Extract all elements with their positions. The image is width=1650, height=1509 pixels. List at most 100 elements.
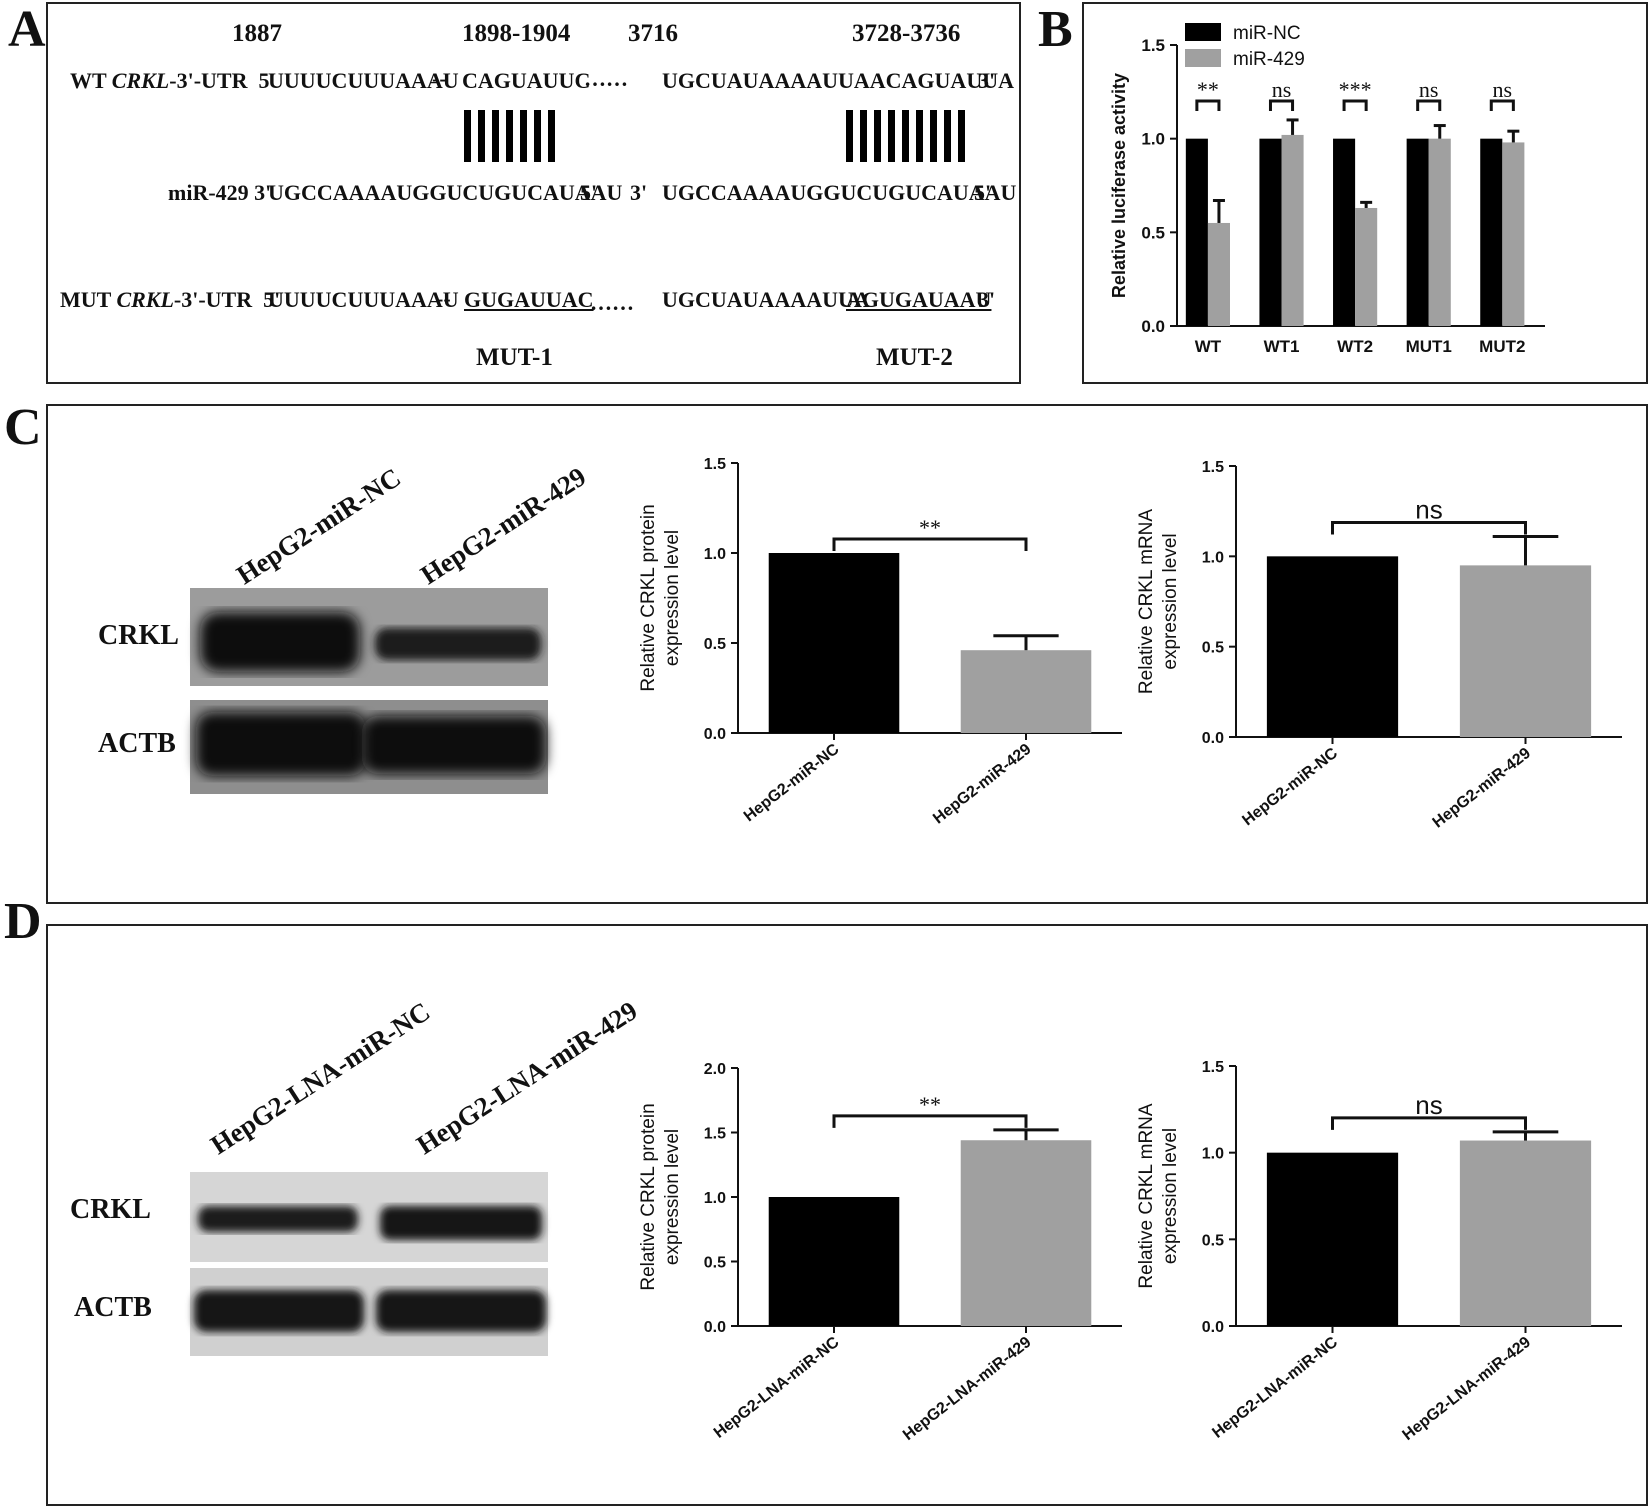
- mut-1-label: MUT-1: [476, 344, 553, 371]
- y-tick-label: 2.0: [704, 1061, 726, 1078]
- x-tick-label: HepG2-LNA-miR-NC: [711, 1333, 843, 1441]
- chart-d1: 0.0 0.5 1.0 1.5 2.0 Relative CRKL protein expr…: [638, 1061, 1122, 1444]
- mir429-seq-1: UGCCAAAAUGGUCUGUCAUAAU: [268, 180, 623, 205]
- significance-bracket: [1342, 99, 1368, 111]
- y-tick-label: 1.0: [1202, 1146, 1224, 1163]
- mut-site-1: GUGAUUAC: [464, 287, 594, 312]
- y-tick-label: 1.5: [704, 456, 726, 473]
- x-tick-label: WT2: [1337, 337, 1373, 356]
- panel-a-frame: [46, 2, 1021, 384]
- wt-seq-2: UGCUAUAAAAUUAACAGUAUUA: [662, 68, 1014, 93]
- x-tick-label: WT: [1195, 337, 1222, 356]
- x-tick-label: HepG2-LNA-miR-429: [900, 1334, 1035, 1444]
- x-tick-label: HepG2-LNA-miR-NC: [1209, 1333, 1341, 1441]
- y-axis-label-line: expression level: [662, 1129, 683, 1265]
- significance-label: ns: [1419, 77, 1439, 102]
- y-axis-label: Relative luciferase activity: [1109, 73, 1129, 298]
- mut-seq-2: UGCUAUAAAAUUA: [662, 287, 870, 312]
- position-1887: 1887: [232, 20, 282, 47]
- bar: [768, 553, 900, 733]
- x-tick-label: HepG2-miR-429: [1430, 745, 1534, 832]
- bar: [960, 650, 1092, 733]
- panel-letter-d: D: [4, 893, 42, 950]
- legend-label: miR-429: [1233, 49, 1305, 70]
- significance-bracket: [1416, 99, 1442, 111]
- panel-b-frame: [1082, 2, 1648, 384]
- y-tick-label: 0.5: [1202, 640, 1224, 657]
- panel-c-frame: [46, 404, 1648, 904]
- wt-dots: ……: [584, 66, 628, 91]
- position-3728-3736: 3728-3736: [852, 20, 961, 47]
- mut-gene-name: CRKL: [116, 287, 174, 312]
- bar: [1459, 1140, 1592, 1326]
- significance-bracket: [1331, 1116, 1527, 1130]
- y-axis-label-line: expression level: [662, 530, 683, 666]
- x-tick-label: HepG2-LNA-miR-429: [1399, 1334, 1534, 1444]
- legend-label: miR-NC: [1233, 23, 1301, 44]
- y-tick-label: 1.5: [704, 1126, 726, 1143]
- y-tick-label: 0.0: [1141, 317, 1165, 336]
- wt-dash: --: [432, 66, 453, 91]
- wt-site-1: CAGUAUUC: [462, 68, 591, 93]
- chart-c2: 0.0 0.5 1.0 1.5 Relative CRKL mRNA expression…: [1136, 459, 1622, 832]
- y-tick-label: 0.0: [1202, 1319, 1224, 1336]
- y-tick-label: 1.0: [704, 1190, 726, 1207]
- bar-mir-429: [1502, 142, 1525, 326]
- significance-bracket: [832, 1114, 1028, 1128]
- panel-letter-b: B: [1038, 1, 1073, 58]
- y-tick-label: 1.0: [1141, 130, 1165, 149]
- y-axis-label-line: Relative CRKL protein: [638, 1103, 659, 1290]
- y-tick-label: 1.5: [1202, 459, 1224, 476]
- significance-label: ns: [1493, 77, 1513, 102]
- panel-letter-a: A: [8, 1, 46, 58]
- y-tick-label: 0.5: [1202, 1232, 1224, 1249]
- y-axis-label-line: Relative CRKL mRNA: [1136, 1103, 1157, 1288]
- y-axis-label-line: Relative CRKL protein: [638, 504, 659, 691]
- mir429-5prime-1: 5': [580, 180, 598, 205]
- bar-mir-429: [1207, 222, 1230, 326]
- chart-d2: 0.0 0.5 1.0 1.5 Relative CRKL mRNA expression…: [1136, 1059, 1622, 1444]
- y-tick-label: 0.5: [704, 636, 726, 653]
- x-tick-label: HepG2-miR-NC: [741, 740, 843, 825]
- panel-d-frame: [46, 924, 1648, 1506]
- band-label-actb-c: ACTB: [98, 728, 176, 759]
- mir429-3prime-2: 3': [630, 180, 648, 205]
- wt-seq-1: UUUUCUUUAAAU: [268, 68, 459, 93]
- wt-3prime: 3': [978, 68, 996, 93]
- bar-mir-nc: [1259, 138, 1282, 326]
- y-tick-label: 0.5: [704, 1255, 726, 1272]
- position-1898-1904: 1898-1904: [462, 20, 571, 47]
- panel-letter-c: C: [4, 399, 42, 456]
- x-tick-label: MUT2: [1479, 337, 1525, 356]
- y-tick-label: 0.5: [1141, 223, 1165, 242]
- bar-mir-nc: [1185, 138, 1208, 326]
- x-tick-label: HepG2-miR-429: [930, 741, 1034, 828]
- mut-2-label: MUT-2: [876, 344, 953, 371]
- bar: [768, 1197, 900, 1326]
- significance-bracket: [832, 537, 1028, 551]
- y-tick-label: 1.0: [1202, 549, 1224, 566]
- significance-bracket: [1489, 99, 1515, 111]
- bar: [1266, 1152, 1399, 1326]
- bar-mir-429: [1428, 138, 1451, 326]
- significance-bracket: [1195, 99, 1221, 111]
- position-3716: 3716: [628, 20, 678, 47]
- y-tick-label: 0.0: [704, 1319, 726, 1336]
- wt-utr-row: WT CRKL-3'-UTR 5': [70, 68, 276, 93]
- chart-c1: 0.0 0.5 1.0 1.5 Relative CRKL protein express…: [638, 456, 1122, 828]
- significance-label: **: [919, 515, 941, 540]
- mut-dots: ……: [590, 290, 634, 315]
- band-label-crkl-c: CRKL: [98, 620, 179, 651]
- x-tick-label: WT1: [1264, 337, 1300, 356]
- bar: [1266, 556, 1399, 737]
- significance-bracket: [1268, 99, 1295, 111]
- band-label-crkl-d: CRKL: [70, 1194, 151, 1225]
- bar-mir-nc: [1406, 138, 1429, 326]
- mut-site-2: AGUGAUAAU: [846, 287, 992, 312]
- significance-label: **: [1197, 77, 1219, 102]
- bar-mir-nc: [1480, 138, 1503, 326]
- legend-swatch: [1185, 23, 1221, 41]
- significance-label: ns: [1415, 1090, 1442, 1120]
- chart-b: 0.0 0.5 1.0 1.5 Relative luciferase activity…: [1109, 23, 1545, 356]
